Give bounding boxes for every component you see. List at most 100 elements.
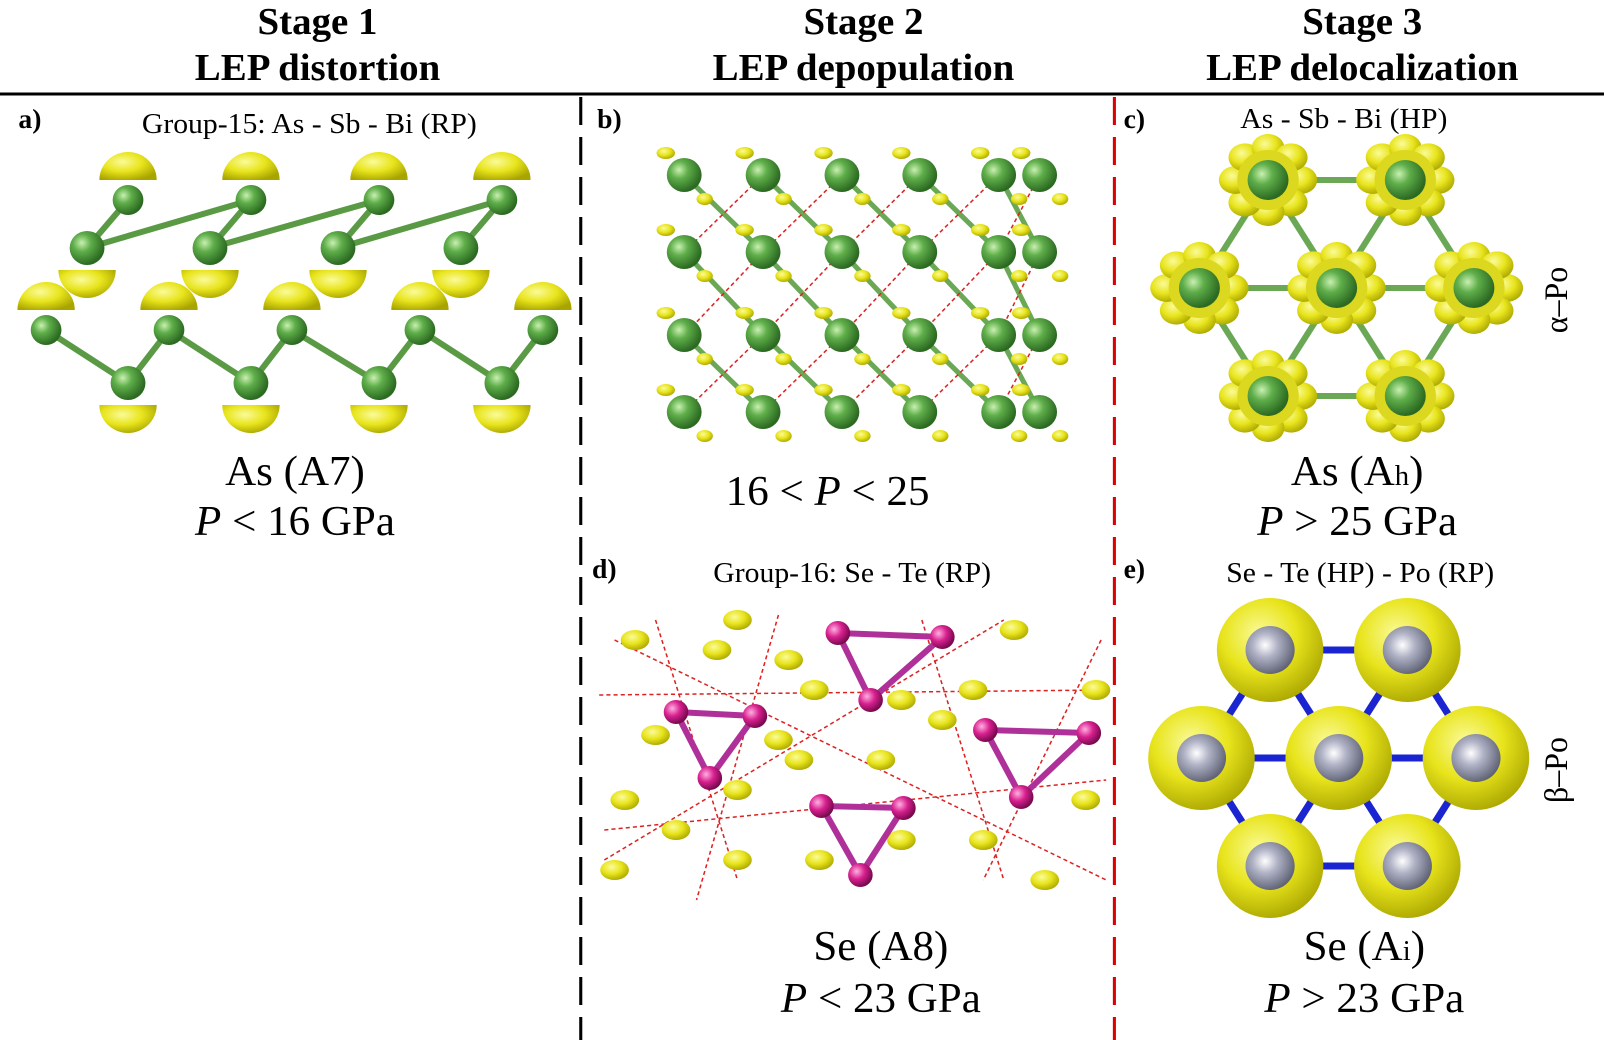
lone-pair xyxy=(887,690,916,710)
atom xyxy=(1247,160,1289,200)
bond xyxy=(761,173,844,254)
caption: Se (Ai) xyxy=(1304,923,1425,969)
caption-text: As (A7) xyxy=(225,448,365,494)
atom xyxy=(858,688,883,712)
lone-pair xyxy=(1051,193,1069,205)
lone-pair xyxy=(774,650,804,670)
lone-pair xyxy=(263,282,321,310)
caption-text: P xyxy=(1256,498,1283,544)
atom xyxy=(1022,318,1058,352)
atom xyxy=(110,366,146,400)
atom xyxy=(1076,721,1102,745)
panel-heading: As - Sb - Bi (HP) xyxy=(1240,103,1447,135)
lone-pair xyxy=(1010,430,1028,442)
lone-pair xyxy=(971,224,990,236)
bond xyxy=(982,639,1102,881)
bond xyxy=(818,804,864,877)
atom xyxy=(666,318,702,352)
lone-pair xyxy=(854,430,871,442)
atom xyxy=(745,158,781,192)
bond xyxy=(762,251,843,336)
atom xyxy=(902,395,938,429)
lone-pair xyxy=(723,780,752,800)
lone-pair xyxy=(805,850,834,870)
lone-pair xyxy=(600,860,629,880)
lone-pair xyxy=(799,680,829,700)
lone-pair xyxy=(814,307,833,319)
side-label: α–Po xyxy=(1539,267,1575,334)
stage-subtitle: LEP distortion xyxy=(195,47,440,88)
panel-heading: Group-15: As - Sb - Bi (RP) xyxy=(142,108,477,140)
atom xyxy=(981,235,1017,269)
atom xyxy=(1314,734,1364,782)
lone-pair xyxy=(1051,430,1069,442)
caption-text: > 23 GPa xyxy=(1291,975,1465,1021)
atom xyxy=(891,796,916,820)
lone-pair xyxy=(735,307,754,319)
atom xyxy=(233,366,269,400)
atom xyxy=(666,395,702,429)
panel-label: d) xyxy=(592,554,617,584)
lone-pair xyxy=(892,147,911,159)
caption-text: Se (A8) xyxy=(813,923,948,969)
bond xyxy=(919,251,1000,336)
lone-pair xyxy=(723,850,752,870)
lone-pair xyxy=(1071,790,1101,810)
lone-pair xyxy=(350,405,408,433)
stage-title: Stage 3 xyxy=(1302,1,1422,42)
bond xyxy=(868,634,945,703)
atom xyxy=(824,318,860,352)
atom xyxy=(902,318,938,352)
bond xyxy=(841,251,921,336)
atom xyxy=(824,395,860,429)
lone-pair xyxy=(222,152,280,180)
atom xyxy=(320,231,356,265)
atom xyxy=(745,318,781,352)
lone-pair xyxy=(854,270,871,282)
atom xyxy=(1178,268,1220,308)
lone-pair xyxy=(514,282,572,310)
lone-pair xyxy=(656,224,675,236)
lone-pair xyxy=(620,630,650,650)
lone-pair xyxy=(1051,353,1069,365)
bond xyxy=(840,333,922,414)
lone-pair xyxy=(1010,270,1028,282)
atom xyxy=(825,621,851,645)
lone-pair xyxy=(1010,193,1028,205)
atom xyxy=(824,235,860,269)
panel-label: c) xyxy=(1124,104,1145,134)
atom xyxy=(1176,734,1227,782)
atom xyxy=(981,158,1017,192)
atom xyxy=(848,863,873,887)
caption-text: < 25 xyxy=(841,468,930,514)
lone-pair xyxy=(814,384,833,396)
bond xyxy=(599,689,1107,696)
atom xyxy=(1382,626,1432,674)
lone-pair xyxy=(696,430,713,442)
atom xyxy=(973,718,998,742)
caption-text: P xyxy=(194,498,221,544)
lone-pair xyxy=(58,270,116,298)
lone-pair xyxy=(892,307,911,319)
lone-pair xyxy=(1081,680,1111,700)
lone-pair xyxy=(887,830,916,850)
atom xyxy=(112,185,144,215)
caption: Se (A8) xyxy=(813,923,948,969)
stage-subtitle: LEP depopulation xyxy=(713,47,1015,88)
caption: As (A7) xyxy=(225,448,365,494)
caption-text: As (A xyxy=(1291,448,1395,494)
lone-pair xyxy=(696,193,713,205)
caption-text: < 16 GPa xyxy=(221,498,395,544)
lone-pair xyxy=(932,193,949,205)
caption-text: < 23 GPa xyxy=(807,975,981,1021)
atom xyxy=(666,235,702,269)
atom xyxy=(981,395,1017,429)
lone-pair xyxy=(656,147,675,159)
lone-pair xyxy=(641,725,670,745)
lone-pair xyxy=(927,710,957,730)
lone-pair xyxy=(610,790,640,810)
lone-pair xyxy=(696,270,713,282)
atom xyxy=(902,235,938,269)
atom xyxy=(824,158,860,192)
stage-title: Stage 1 xyxy=(258,1,378,42)
